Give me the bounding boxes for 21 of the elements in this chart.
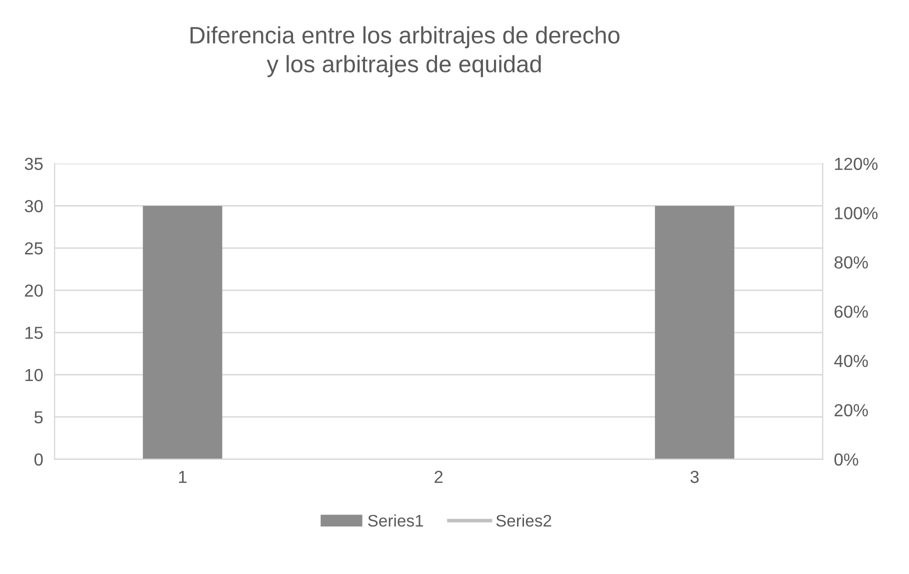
y2-tick-label: 60% (834, 306, 868, 318)
x-tick-label: 2 (434, 470, 443, 483)
y2-tick-label: 0% (834, 453, 858, 466)
y-tick-label: 5 (34, 411, 43, 424)
y-tick-label: 10 (25, 368, 43, 382)
y2-tick-label: 120% (835, 158, 878, 170)
y-tick-label: 0 (34, 453, 43, 466)
y-tick-label: 15 (25, 326, 43, 339)
y-tick-label: 20 (24, 284, 43, 297)
x-tick-label: 3 (690, 470, 699, 484)
y2-tick-label: 40% (834, 354, 868, 368)
y2-tick-label: 80% (834, 256, 868, 269)
y-tick-label: 35 (24, 158, 43, 170)
y2-tick-label: 20% (834, 404, 868, 416)
y-tick-label: 30 (24, 200, 43, 212)
legend-label: Series2 (496, 514, 552, 527)
chart-title: Diferencia entre los arbitrajes de derecho y los arbitrajes de equidad (190, 26, 620, 78)
x-tick-label: 1 (179, 470, 187, 483)
y-tick-label: 25 (24, 242, 43, 255)
y2-tick-label: 100% (835, 207, 878, 220)
legend-label: Series1 (368, 514, 424, 527)
